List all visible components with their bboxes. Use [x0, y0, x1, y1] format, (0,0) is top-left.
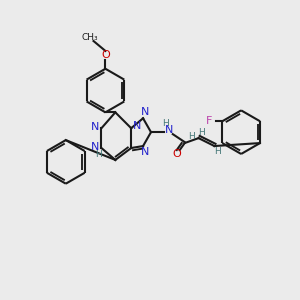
Text: H: H	[163, 119, 169, 128]
Text: H: H	[95, 151, 102, 160]
Text: H: H	[198, 128, 205, 137]
Text: H: H	[188, 132, 195, 141]
Text: O: O	[172, 149, 181, 159]
Text: N: N	[91, 122, 100, 132]
Text: N: N	[91, 142, 100, 152]
Text: CH₃: CH₃	[81, 33, 98, 42]
Text: H: H	[214, 148, 221, 157]
Text: O: O	[101, 50, 110, 60]
Text: N: N	[141, 107, 149, 117]
Text: N: N	[141, 147, 149, 157]
Text: N: N	[165, 125, 173, 135]
Text: F: F	[206, 116, 213, 126]
Text: N: N	[133, 121, 141, 131]
